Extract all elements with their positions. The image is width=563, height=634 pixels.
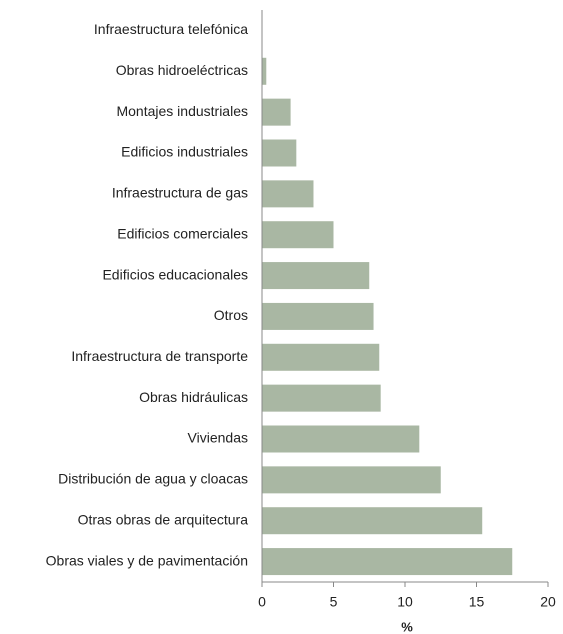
bar bbox=[262, 57, 267, 85]
x-tick-label: 20 bbox=[540, 594, 556, 610]
bar bbox=[262, 507, 483, 535]
y-tick-label: Obras hidráulicas bbox=[139, 389, 248, 405]
y-tick-label: Infraestructura de transporte bbox=[71, 348, 248, 364]
y-tick-label: Montajes industriales bbox=[116, 103, 248, 119]
x-tick-label: 0 bbox=[258, 594, 266, 610]
y-tick-label: Infraestructura de gas bbox=[112, 185, 248, 201]
bar bbox=[262, 180, 314, 208]
bar bbox=[262, 425, 420, 453]
y-tick-label: Otros bbox=[214, 307, 248, 323]
y-tick-label: Infraestructura telefónica bbox=[94, 21, 248, 37]
x-tick-label: 5 bbox=[330, 594, 338, 610]
y-tick-label: Obras hidroeléctricas bbox=[116, 62, 248, 78]
bar bbox=[262, 262, 370, 290]
y-tick-label: Edificios industriales bbox=[121, 144, 248, 160]
y-tick-label: Edificios comerciales bbox=[117, 225, 248, 241]
x-tick-label: 15 bbox=[469, 594, 485, 610]
bar bbox=[262, 343, 380, 371]
y-tick-label: Otras obras de arquitectura bbox=[78, 511, 249, 527]
bar bbox=[262, 221, 334, 249]
y-tick-label: Distribución de agua y cloacas bbox=[58, 471, 248, 487]
bar bbox=[262, 139, 297, 167]
bar bbox=[262, 302, 374, 330]
y-tick-label: Edificios educacionales bbox=[102, 266, 248, 282]
bar bbox=[262, 98, 291, 126]
y-tick-label: Viviendas bbox=[188, 430, 248, 446]
bar bbox=[262, 548, 513, 576]
x-tick-label: 10 bbox=[397, 594, 413, 610]
x-axis-label: % bbox=[401, 619, 413, 634]
bar bbox=[262, 466, 441, 494]
y-tick-label: Obras viales y de pavimentación bbox=[46, 552, 248, 568]
bar bbox=[262, 384, 381, 412]
